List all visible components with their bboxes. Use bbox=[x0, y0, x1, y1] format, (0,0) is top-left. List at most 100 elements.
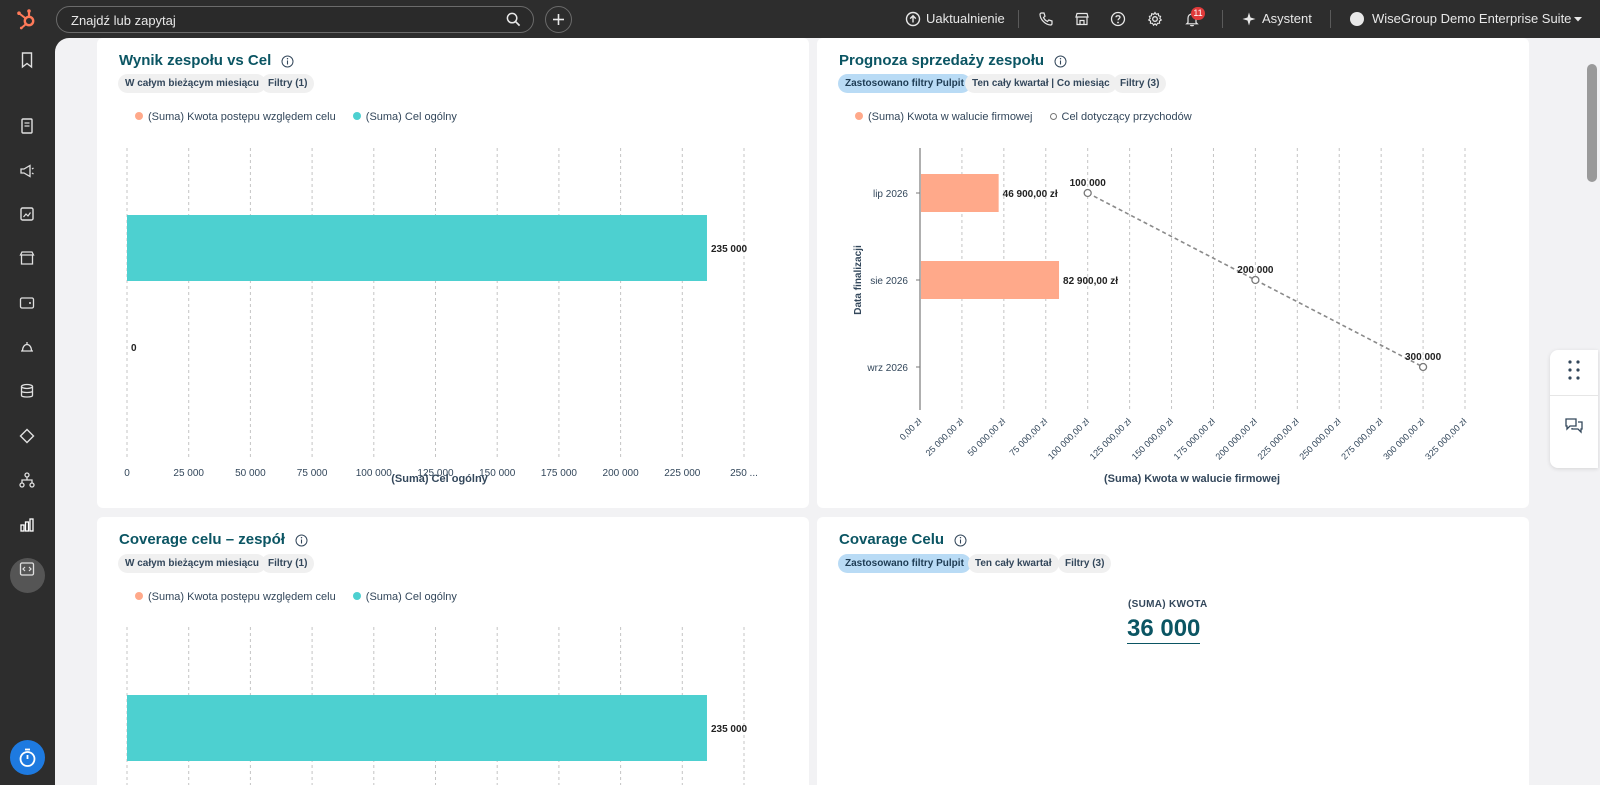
date-range-chip[interactable]: W całym bieżącym miesiącu bbox=[118, 74, 266, 93]
date-range-chip[interactable]: W całym bieżącym miesiącu bbox=[118, 554, 266, 573]
divider bbox=[1018, 10, 1019, 28]
card-title: Covarage Celu bbox=[839, 531, 967, 548]
filters-chip[interactable]: Filtry (3) bbox=[1113, 74, 1167, 93]
point-data-label: 300 000 bbox=[1405, 352, 1442, 363]
dashboard-filters-chip[interactable]: Zastosowano filtry Pulpit bbox=[838, 554, 971, 573]
search-input[interactable]: Znajdź lub zapytaj bbox=[71, 13, 176, 28]
assistant-sparkle-icon[interactable] bbox=[1241, 11, 1257, 27]
contacts-book-icon[interactable] bbox=[18, 117, 36, 135]
x-tick-label: 175 000 bbox=[541, 468, 578, 479]
x-tick-label: 25 000,00 zł bbox=[924, 416, 966, 458]
info-icon[interactable] bbox=[954, 534, 967, 547]
x-tick-label: 300 000,00 zł bbox=[1381, 416, 1426, 461]
date-range-chip[interactable]: Ten cały kwartał bbox=[968, 554, 1059, 573]
timer-button[interactable] bbox=[10, 740, 45, 775]
legend-item[interactable]: (Suma) Cel ogólny bbox=[352, 591, 457, 603]
bar-amount bbox=[921, 261, 1060, 299]
y-tick-label: lip 2026 bbox=[873, 189, 908, 200]
chart-legend: (Suma) Kwota postępu względem celu (Suma… bbox=[135, 591, 471, 603]
content-icon[interactable] bbox=[18, 205, 36, 223]
reporting-bar-chart-icon[interactable] bbox=[18, 516, 36, 534]
team-vs-goal-chart: 0 25 000 50 000 75 000 100 000 125 000 150 000… bbox=[124, 148, 758, 485]
bar-data-label: 235 000 bbox=[711, 724, 748, 735]
card-coverage-goal: Covarage Celu Zastosowano filtry Pulpit … bbox=[817, 517, 1529, 785]
card-title: Coverage celu – zespół bbox=[119, 531, 308, 548]
legend-item[interactable]: (Suma) Kwota postępu względem celu bbox=[135, 111, 336, 123]
dashboard-content: Wynik zespołu vs Cel W całym bieżącym mi… bbox=[55, 38, 1585, 785]
bookmark-icon[interactable] bbox=[18, 51, 36, 69]
info-icon[interactable] bbox=[281, 55, 294, 68]
x-tick-label: 200 000 bbox=[603, 468, 640, 479]
y-tick-label: sie 2026 bbox=[870, 276, 908, 287]
floating-tools-panel bbox=[1550, 350, 1598, 468]
database-icon[interactable] bbox=[18, 382, 36, 400]
notifications-count-badge: 11 bbox=[1191, 7, 1205, 20]
bar-goal-total bbox=[127, 215, 707, 281]
settings-gear-icon[interactable] bbox=[1147, 11, 1163, 27]
account-menu[interactable]: WiseGroup Demo Enterprise Suite bbox=[1372, 11, 1572, 26]
assistant-button[interactable]: Asystent bbox=[1262, 11, 1312, 26]
drag-handle-icon[interactable] bbox=[1565, 359, 1583, 381]
filters-chip[interactable]: Filtry (3) bbox=[1058, 554, 1112, 573]
commerce-icon[interactable] bbox=[18, 249, 36, 267]
page-scrollbar-thumb[interactable] bbox=[1587, 64, 1597, 182]
x-tick-label: 0 bbox=[124, 468, 130, 479]
x-tick-label: 125 000,00 zł bbox=[1088, 416, 1133, 461]
upgrade-arrow-icon[interactable] bbox=[905, 11, 921, 27]
x-tick-label: 250 ... bbox=[730, 468, 758, 479]
legend-swatch bbox=[855, 112, 863, 120]
upgrade-link[interactable]: Uaktualnienie bbox=[926, 11, 1005, 26]
x-tick-label: 150 000 bbox=[479, 468, 516, 479]
org-chart-icon[interactable] bbox=[18, 471, 36, 489]
comments-icon[interactable] bbox=[1564, 417, 1584, 435]
card-sales-forecast: Prognoza sprzedaży zespołu Zastosowano f… bbox=[817, 38, 1529, 508]
phone-icon[interactable] bbox=[1038, 11, 1054, 27]
divider bbox=[1550, 395, 1598, 396]
revenue-goal-point bbox=[1418, 362, 1428, 372]
search-box[interactable]: Znajdź lub zapytaj bbox=[56, 6, 534, 33]
divider bbox=[1222, 10, 1223, 28]
info-icon[interactable] bbox=[1054, 55, 1067, 68]
help-icon[interactable] bbox=[1110, 11, 1126, 27]
card-title: Prognoza sprzedaży zespołu bbox=[839, 52, 1067, 69]
info-icon[interactable] bbox=[295, 534, 308, 547]
chart-legend: (Suma) Kwota w walucie firmowej Cel doty… bbox=[855, 111, 1206, 123]
date-range-chip[interactable]: Ten cały kwartał | Co miesiąc bbox=[965, 74, 1117, 93]
revenue-goal-point bbox=[1251, 275, 1260, 285]
developer-code-icon[interactable] bbox=[18, 560, 36, 578]
legend-item[interactable]: (Suma) Cel ogólny bbox=[352, 111, 457, 123]
y-tick-label: wrz 2026 bbox=[866, 363, 908, 374]
service-bell-icon[interactable] bbox=[18, 338, 36, 356]
legend-item[interactable]: (Suma) Kwota postępu względem celu bbox=[135, 591, 336, 603]
x-axis-title: (Suma) Cel ogólny bbox=[391, 473, 488, 485]
x-tick-label: 225 000 bbox=[664, 468, 701, 479]
point-data-label: 200 000 bbox=[1237, 265, 1274, 276]
hubspot-logo-icon[interactable] bbox=[14, 7, 38, 31]
kpi-value[interactable]: 36 000 bbox=[1127, 615, 1201, 644]
wallet-icon[interactable] bbox=[18, 294, 36, 312]
x-tick-label: 100 000,00 zł bbox=[1046, 416, 1091, 461]
plus-icon bbox=[553, 14, 564, 25]
bar-goal-total bbox=[127, 695, 707, 761]
legend-item[interactable]: Cel dotyczący przychodów bbox=[1049, 111, 1192, 123]
create-new-button[interactable] bbox=[545, 6, 572, 33]
x-tick-label: 200 000,00 zł bbox=[1214, 416, 1259, 461]
y-axis-title: Data finalizacji bbox=[853, 245, 864, 315]
divider bbox=[1330, 10, 1331, 28]
legend-item[interactable]: (Suma) Kwota w walucie firmowej bbox=[855, 111, 1032, 123]
search-icon[interactable] bbox=[506, 12, 521, 27]
account-avatar[interactable] bbox=[1350, 12, 1364, 26]
filters-chip[interactable]: Filtry (1) bbox=[261, 74, 315, 93]
x-tick-label: 50 000,00 zł bbox=[966, 416, 1008, 458]
automation-diamond-icon[interactable] bbox=[18, 427, 36, 445]
marketplace-icon[interactable] bbox=[1074, 11, 1090, 27]
legend-swatch bbox=[352, 592, 361, 600]
chevron-down-icon[interactable] bbox=[1573, 14, 1583, 24]
legend-swatch bbox=[135, 112, 143, 120]
sales-forecast-chart: 0,00 zł 25 000,00 zł 50 000,00 zł 75 000,00… bbox=[853, 148, 1468, 485]
marketing-megaphone-icon[interactable] bbox=[18, 162, 36, 180]
x-tick-label: 75 000,00 zł bbox=[1007, 416, 1049, 458]
dashboard-filters-chip[interactable]: Zastosowano filtry Pulpit bbox=[838, 74, 971, 93]
x-tick-label: 275 000,00 zł bbox=[1339, 416, 1384, 461]
filters-chip[interactable]: Filtry (1) bbox=[261, 554, 315, 573]
